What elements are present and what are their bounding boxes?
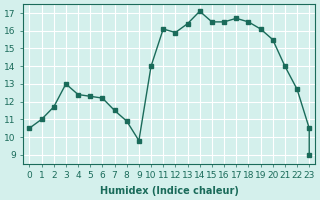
X-axis label: Humidex (Indice chaleur): Humidex (Indice chaleur) [100,186,239,196]
